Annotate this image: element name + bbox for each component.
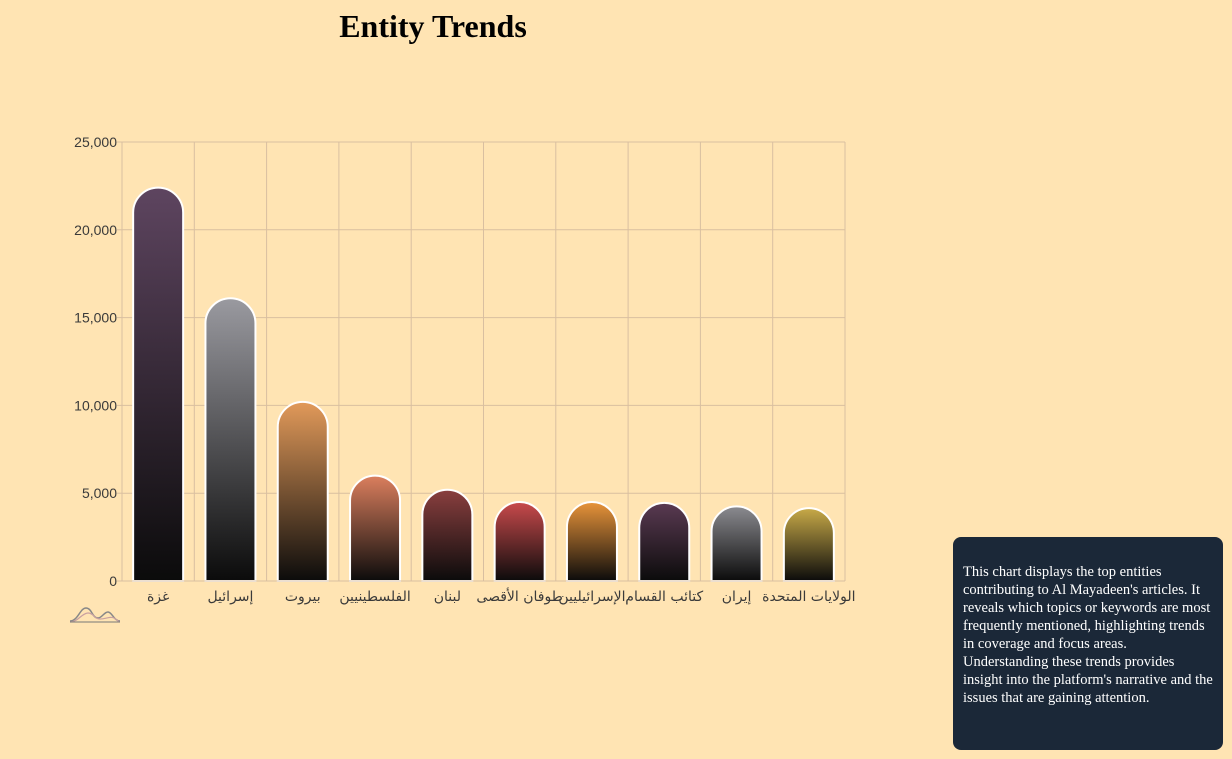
bar[interactable] — [204, 297, 257, 582]
wave-chart-icon[interactable] — [68, 604, 122, 629]
bar[interactable] — [638, 501, 691, 582]
x-tick-label: الفلسطينيين — [339, 589, 410, 605]
x-tick-label: طوفان الأقصى — [476, 587, 562, 605]
y-tick-label: 10,000 — [74, 397, 117, 413]
y-tick-label: 25,000 — [74, 134, 117, 150]
x-tick-label: كتائب القسام — [625, 589, 703, 605]
bar[interactable] — [782, 507, 835, 582]
chart-title: Entity Trends — [339, 8, 527, 44]
x-tick-label: إسرائيل — [207, 589, 253, 605]
x-tick-label: الإسرائيليين — [558, 589, 625, 605]
y-axis: 0 5,000 10,000 15,000 20,000 25,000 — [74, 134, 122, 589]
x-tick-label: بيروت — [285, 589, 321, 605]
bar[interactable] — [565, 501, 618, 582]
bar[interactable] — [349, 474, 402, 582]
bars — [132, 186, 835, 582]
y-tick-label: 5,000 — [82, 485, 117, 501]
bar[interactable] — [421, 488, 474, 582]
y-tick-label: 20,000 — [74, 222, 117, 238]
x-tick-label: غزة — [147, 589, 169, 605]
x-tick-label: الولايات المتحدة — [762, 589, 855, 605]
bar[interactable] — [132, 186, 185, 582]
chart-description: This chart displays the top entities con… — [963, 564, 1213, 706]
y-tick-label: 0 — [109, 573, 117, 589]
x-axis: غزة إسرائيل بيروت الفلسطينيين لبنان طوفان الأ… — [122, 580, 856, 605]
chart-description-card: This chart displays the top entities con… — [953, 537, 1223, 750]
bar[interactable] — [710, 505, 763, 582]
x-tick-label: لبنان — [434, 589, 461, 605]
y-tick-label: 15,000 — [74, 310, 117, 326]
bar[interactable] — [276, 400, 329, 582]
bar[interactable] — [493, 501, 546, 582]
x-tick-label: إيران — [722, 589, 752, 605]
